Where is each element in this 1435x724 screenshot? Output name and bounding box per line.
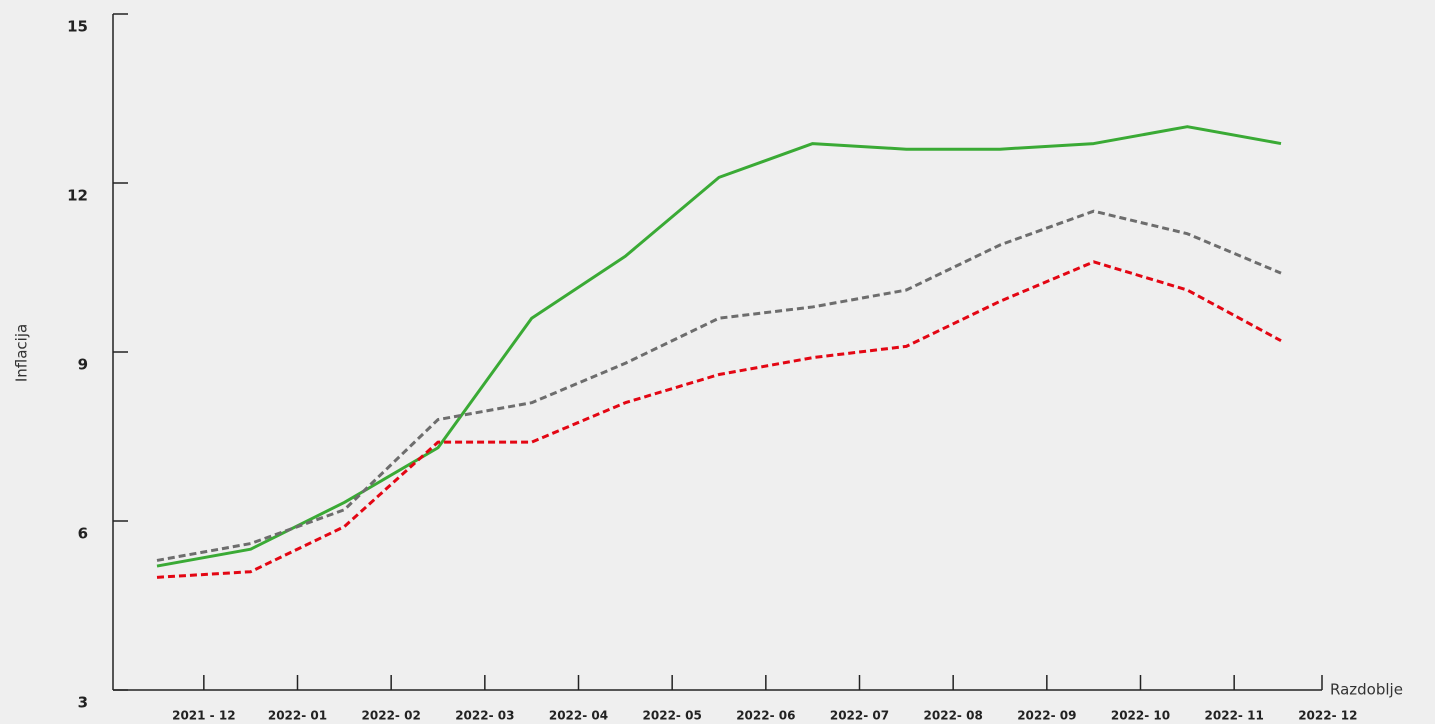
x-tick-label: 2022- 01 bbox=[268, 709, 327, 723]
x-tick-label: 2021 - 12 bbox=[172, 709, 235, 723]
y-tick-label: 3 bbox=[78, 694, 88, 712]
series-line bbox=[156, 260, 1282, 579]
series-line bbox=[156, 209, 1282, 562]
x-tick-label: 2022- 03 bbox=[455, 709, 514, 723]
x-tick-label: 2022- 05 bbox=[643, 709, 702, 723]
y-tick-label: 15 bbox=[67, 18, 88, 36]
x-tick-label: 2022- 02 bbox=[362, 709, 421, 723]
x-tick-label: 2022- 04 bbox=[549, 709, 608, 723]
y-tick-label: 12 bbox=[67, 187, 88, 205]
x-axis-label: Razdoblje bbox=[1330, 681, 1403, 699]
x-tick-label: 2022- 10 bbox=[1111, 709, 1170, 723]
x-tick-label: 2022- 11 bbox=[1205, 709, 1264, 723]
x-tick-label: 2022- 07 bbox=[830, 709, 889, 723]
x-tick-label: 2022- 09 bbox=[1017, 709, 1076, 723]
x-tick-label: 2022- 08 bbox=[924, 709, 983, 723]
x-tick-label: 2022- 12 bbox=[1298, 709, 1357, 723]
series-line bbox=[156, 125, 1282, 568]
y-axis-label: Inflacija bbox=[13, 324, 31, 382]
x-tick-label: 2022- 06 bbox=[736, 709, 795, 723]
y-tick-label: 6 bbox=[78, 525, 88, 543]
y-tick-label: 9 bbox=[78, 356, 88, 374]
